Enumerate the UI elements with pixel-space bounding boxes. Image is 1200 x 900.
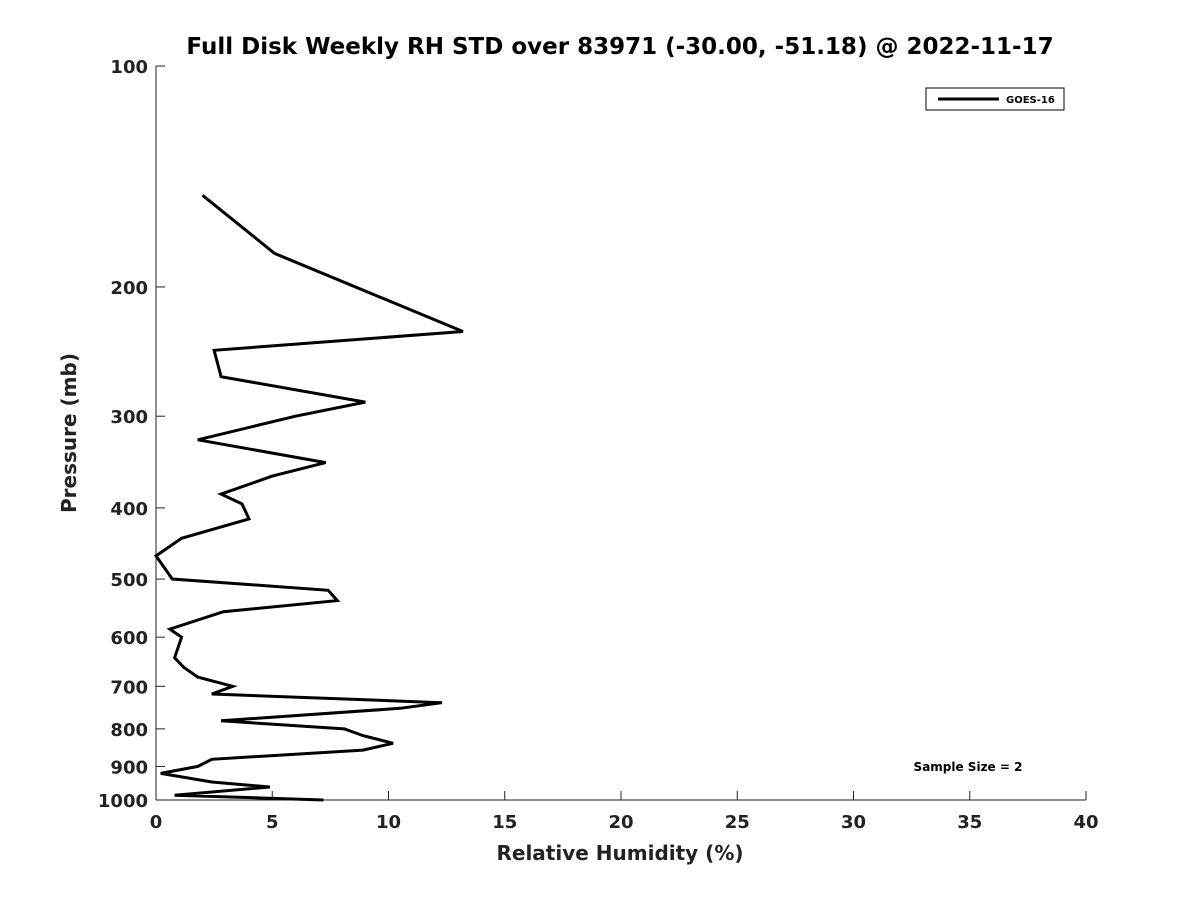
x-tick-label: 15: [492, 812, 517, 833]
x-tick-label: 5: [266, 812, 279, 833]
y-axis-label: Pressure (mb): [57, 353, 81, 513]
y-tick-label: 700: [110, 677, 148, 698]
sample-size-annotation: Sample Size = 2: [914, 760, 1023, 774]
x-tick-label: 25: [725, 812, 750, 833]
x-axis-ticks: 0 5 10 15 20 25 30 35 40: [150, 791, 1099, 833]
series-layer: [153, 194, 464, 802]
x-tick-label: 40: [1073, 812, 1098, 833]
y-tick-label: 800: [110, 720, 148, 741]
y-tick-label: 200: [110, 278, 148, 299]
y-tick-label: 100: [110, 57, 148, 78]
y-axis-ticks: 100 200 300 400 500 600 700 800 900 1000: [98, 57, 165, 812]
legend-label-goes-16: GOES-16: [1006, 95, 1055, 106]
x-tick-label: 0: [150, 812, 163, 833]
x-axis-label: Relative Humidity (%): [496, 841, 743, 865]
y-tick-label: 900: [110, 757, 148, 778]
chart-title: Full Disk Weekly RH STD over 83971 (-30.…: [186, 34, 1053, 60]
y-tick-label: 1000: [98, 791, 148, 812]
y-tick-label: 600: [110, 628, 148, 649]
y-tick-label: 400: [110, 499, 148, 520]
x-tick-label: 20: [608, 812, 633, 833]
series-line-goes-16: [153, 194, 464, 802]
x-tick-label: 10: [376, 812, 401, 833]
x-tick-label: 30: [841, 812, 866, 833]
plot-axes: [155, 66, 1086, 801]
y-tick-label: 300: [110, 407, 148, 428]
x-tick-label: 35: [957, 812, 982, 833]
y-tick-label: 500: [110, 570, 148, 591]
legend: GOES-16: [925, 87, 1065, 111]
